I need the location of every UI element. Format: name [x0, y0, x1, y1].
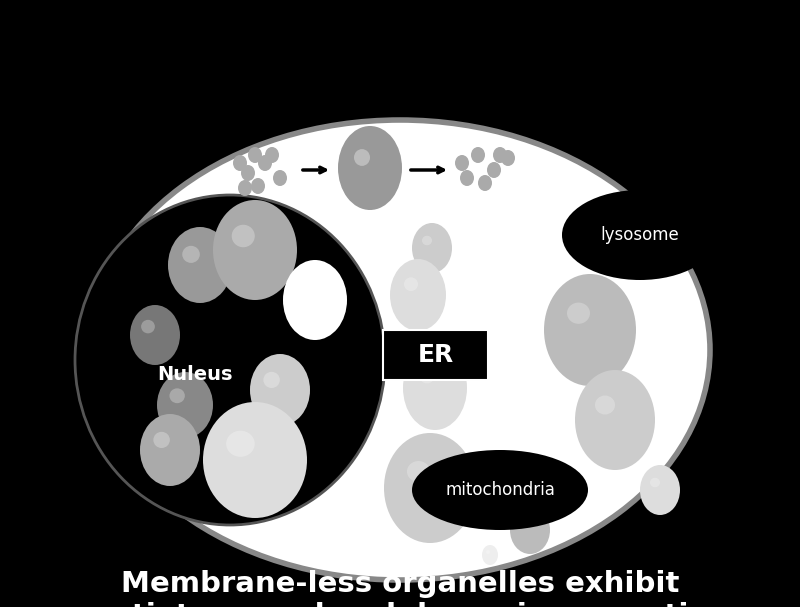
- Ellipse shape: [520, 518, 530, 527]
- Ellipse shape: [273, 170, 287, 186]
- Ellipse shape: [226, 431, 254, 457]
- Ellipse shape: [298, 280, 315, 298]
- Ellipse shape: [258, 155, 272, 171]
- Ellipse shape: [182, 246, 200, 263]
- Text: lysosome: lysosome: [601, 226, 679, 244]
- Ellipse shape: [407, 461, 430, 482]
- Ellipse shape: [90, 120, 710, 580]
- Ellipse shape: [403, 346, 467, 430]
- Ellipse shape: [265, 147, 279, 163]
- Ellipse shape: [140, 414, 200, 486]
- Ellipse shape: [404, 277, 418, 291]
- Text: Membrane-less organelles exhibit
spatiotemporal and dynamic properties: Membrane-less organelles exhibit spatiot…: [74, 570, 726, 607]
- Ellipse shape: [582, 480, 590, 488]
- Ellipse shape: [168, 227, 232, 303]
- Text: mitochondria: mitochondria: [445, 481, 555, 499]
- Ellipse shape: [544, 274, 636, 386]
- Ellipse shape: [250, 354, 310, 426]
- Text: Nuleus: Nuleus: [158, 365, 233, 384]
- Ellipse shape: [482, 545, 498, 565]
- Ellipse shape: [575, 370, 655, 470]
- Bar: [383, 330, 488, 380]
- Ellipse shape: [595, 396, 615, 415]
- Ellipse shape: [460, 170, 474, 186]
- Ellipse shape: [562, 190, 718, 280]
- Ellipse shape: [170, 388, 185, 403]
- Ellipse shape: [487, 162, 501, 178]
- Ellipse shape: [412, 450, 588, 530]
- Ellipse shape: [154, 432, 170, 448]
- Ellipse shape: [251, 178, 265, 194]
- Ellipse shape: [232, 225, 254, 247]
- Ellipse shape: [640, 465, 680, 515]
- Ellipse shape: [238, 180, 252, 196]
- Ellipse shape: [471, 147, 485, 163]
- Ellipse shape: [130, 305, 180, 365]
- Ellipse shape: [283, 260, 347, 340]
- Ellipse shape: [354, 149, 370, 166]
- Ellipse shape: [384, 433, 476, 543]
- Ellipse shape: [412, 223, 452, 273]
- Ellipse shape: [510, 506, 550, 554]
- Ellipse shape: [501, 150, 515, 166]
- Ellipse shape: [203, 402, 307, 518]
- Ellipse shape: [574, 470, 606, 510]
- Ellipse shape: [213, 200, 297, 300]
- Ellipse shape: [241, 165, 255, 181]
- Ellipse shape: [75, 195, 385, 525]
- Text: ER: ER: [418, 343, 454, 367]
- Ellipse shape: [263, 372, 280, 388]
- Ellipse shape: [493, 147, 507, 163]
- Ellipse shape: [390, 259, 446, 331]
- Ellipse shape: [422, 236, 432, 245]
- Ellipse shape: [141, 320, 155, 333]
- Ellipse shape: [478, 175, 492, 191]
- Ellipse shape: [248, 147, 262, 163]
- Ellipse shape: [567, 302, 590, 324]
- Ellipse shape: [338, 126, 402, 210]
- Ellipse shape: [455, 155, 469, 171]
- Ellipse shape: [419, 367, 435, 384]
- Ellipse shape: [233, 155, 247, 171]
- Ellipse shape: [157, 372, 213, 438]
- Ellipse shape: [650, 478, 660, 487]
- Ellipse shape: [486, 550, 490, 554]
